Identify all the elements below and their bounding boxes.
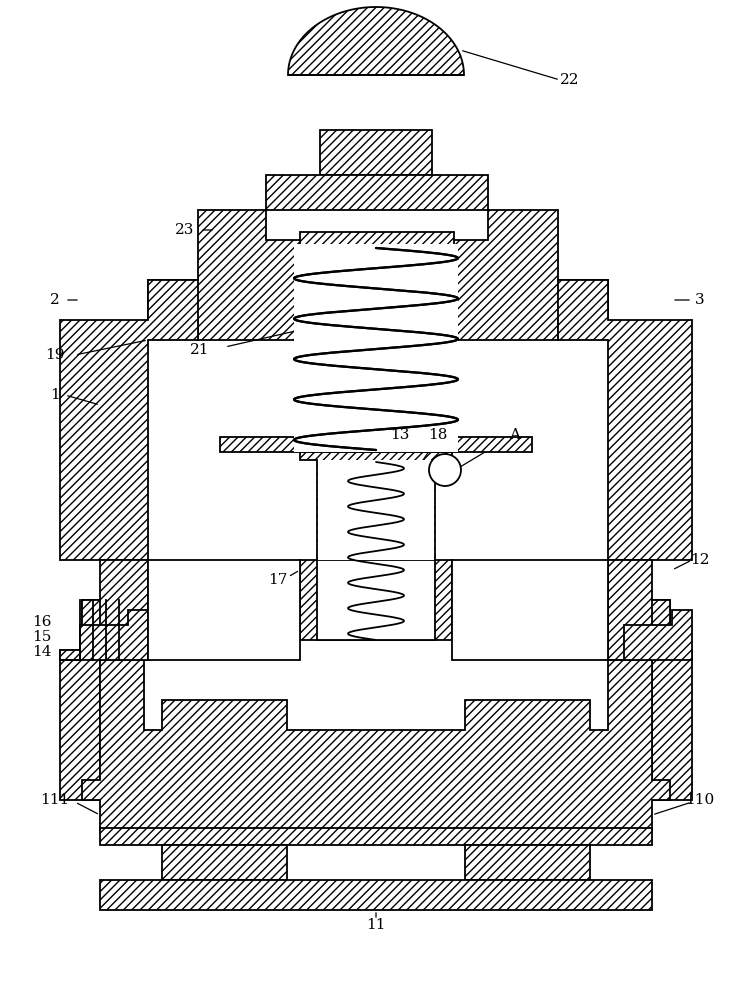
Polygon shape — [60, 560, 148, 660]
Polygon shape — [465, 845, 590, 880]
Polygon shape — [100, 828, 652, 845]
Text: 15: 15 — [32, 630, 52, 644]
Polygon shape — [162, 845, 287, 880]
Polygon shape — [100, 880, 652, 910]
Text: 1: 1 — [50, 388, 60, 402]
Text: 23: 23 — [175, 223, 195, 237]
Circle shape — [429, 454, 461, 486]
Polygon shape — [320, 130, 432, 175]
Polygon shape — [60, 610, 148, 660]
Polygon shape — [652, 600, 692, 800]
Bar — [317, 560, 435, 640]
Polygon shape — [148, 210, 608, 340]
Polygon shape — [608, 560, 692, 660]
Text: 110: 110 — [685, 793, 714, 807]
Bar — [318, 460, 434, 560]
Polygon shape — [558, 280, 692, 560]
Polygon shape — [60, 280, 198, 560]
Text: 16: 16 — [32, 615, 52, 629]
Text: 111: 111 — [41, 793, 70, 807]
Text: 21: 21 — [190, 343, 210, 357]
Polygon shape — [60, 600, 100, 800]
Text: 13: 13 — [390, 428, 410, 442]
Text: 22: 22 — [560, 73, 580, 87]
Text: 12: 12 — [690, 553, 710, 567]
Polygon shape — [82, 660, 670, 830]
Text: 11: 11 — [366, 918, 386, 932]
Polygon shape — [300, 452, 452, 640]
Polygon shape — [220, 437, 532, 452]
Bar — [148, 560, 300, 660]
Text: 2: 2 — [50, 293, 60, 307]
Bar — [294, 244, 458, 452]
Polygon shape — [266, 175, 488, 210]
Text: 18: 18 — [429, 428, 447, 442]
Polygon shape — [288, 7, 464, 75]
Text: 3: 3 — [695, 293, 705, 307]
Text: 17: 17 — [268, 573, 288, 587]
Text: 19: 19 — [45, 348, 65, 362]
Polygon shape — [300, 232, 454, 245]
Bar — [452, 560, 608, 660]
Text: 14: 14 — [32, 645, 52, 659]
Text: A: A — [510, 428, 520, 442]
Polygon shape — [608, 610, 692, 660]
